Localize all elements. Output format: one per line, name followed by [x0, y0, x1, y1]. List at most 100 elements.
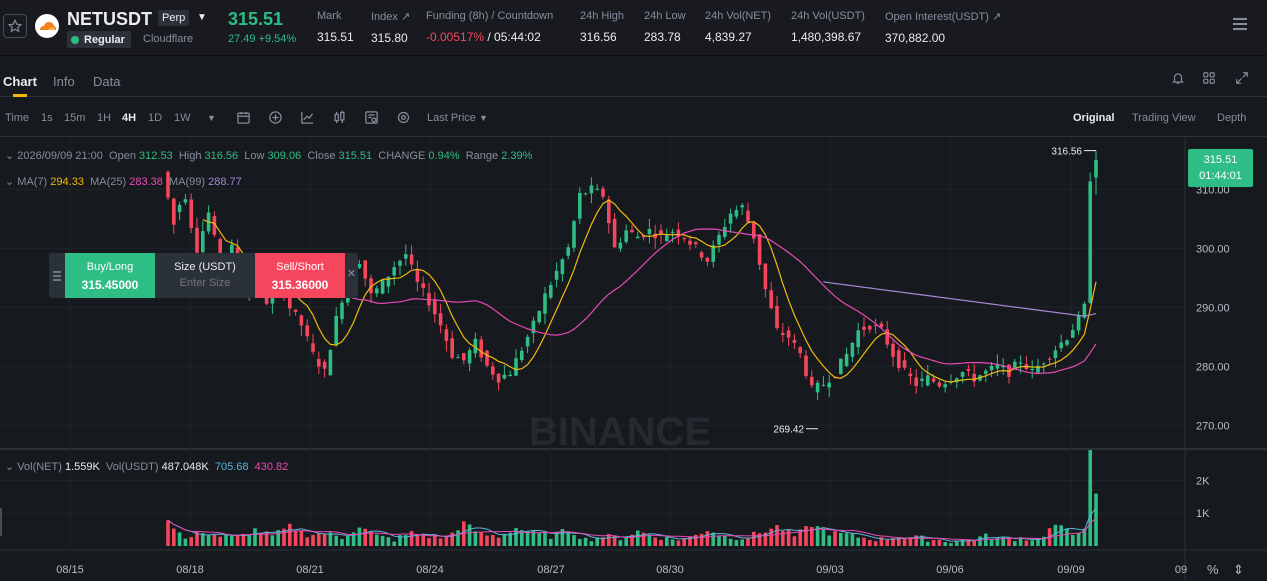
- volume-bar: [485, 535, 489, 546]
- legend-collapse-icon[interactable]: ⌄: [5, 461, 15, 473]
- time-label[interactable]: Time: [5, 112, 30, 124]
- view-original[interactable]: Original: [1073, 112, 1115, 124]
- candlestick-icon[interactable]: [332, 110, 347, 125]
- tab-data[interactable]: Data: [93, 74, 121, 89]
- auto-fit-icon[interactable]: ⇕: [1233, 563, 1244, 578]
- volume-bar: [989, 539, 994, 546]
- volume-bar: [189, 537, 193, 546]
- candle-body: [583, 193, 588, 195]
- candle-body: [630, 229, 634, 233]
- interval-4h[interactable]: 4H: [122, 112, 137, 124]
- candle-body: [317, 358, 321, 367]
- active-tab-indicator: [13, 94, 27, 97]
- interval-1w[interactable]: 1W: [174, 112, 191, 124]
- volume-bar: [450, 532, 454, 546]
- volume-bar: [1071, 534, 1075, 546]
- volume-bar: [456, 530, 460, 546]
- volume-bar: [346, 536, 350, 546]
- candle-body: [195, 227, 199, 253]
- interval-15m[interactable]: 15m: [64, 112, 86, 124]
- candlestick-chart[interactable]: BINANCE 08/15 08/18 08/21 08/24 08/27 08/30 09…: [0, 138, 1267, 581]
- favorite-button[interactable]: [3, 14, 27, 38]
- candle-body: [299, 315, 304, 326]
- candle-body: [908, 373, 913, 377]
- price-type-label: Last Price: [427, 112, 476, 124]
- volume-bar: [647, 534, 652, 546]
- candle-body: [560, 259, 565, 275]
- watermark-text: BINANCE: [529, 410, 711, 454]
- interval-dropdown-icon[interactable]: ▼: [207, 113, 216, 123]
- volume-bar: [908, 537, 913, 546]
- vol-usdt-value: 487.048K: [161, 461, 209, 473]
- volume-bar: [955, 540, 959, 546]
- volume-bar: [630, 534, 634, 546]
- ma25-value: 283.38: [129, 176, 163, 188]
- legend-collapse-icon[interactable]: ⌄: [5, 150, 15, 162]
- volume-bar: [1001, 537, 1005, 546]
- line-chart-icon[interactable]: [300, 110, 315, 125]
- volume-bar: [543, 532, 547, 546]
- close-label: Close: [307, 150, 336, 162]
- candle-body: [746, 210, 750, 223]
- size-input[interactable]: [165, 277, 245, 289]
- candle-body: [717, 234, 721, 245]
- calendar-icon[interactable]: [236, 110, 251, 125]
- chart-tabs: Chart Info Data: [0, 57, 1267, 97]
- settings-gear-icon[interactable]: [396, 110, 411, 125]
- change-value: 0.94%: [428, 150, 460, 162]
- candle-body: [438, 313, 443, 326]
- candle-body: [815, 382, 820, 393]
- stat-index[interactable]: Index ↗ 315.80: [371, 10, 410, 45]
- stat-mark: Mark 315.51: [317, 10, 354, 44]
- volume-bar: [897, 537, 901, 546]
- indicator-add-icon[interactable]: [268, 110, 283, 125]
- volume-bar: [583, 537, 588, 546]
- tab-info[interactable]: Info: [53, 74, 75, 89]
- volume-bar: [311, 534, 315, 546]
- volume-bar: [902, 537, 907, 546]
- candle-body: [914, 377, 918, 386]
- volume-bar: [1024, 540, 1029, 546]
- candle-body: [1030, 368, 1034, 370]
- percent-scale-icon[interactable]: %: [1207, 562, 1219, 577]
- stat-value: 1,480,398.67: [791, 30, 862, 44]
- price-type-select[interactable]: Last Price ▼: [427, 112, 488, 124]
- price-tick-label: 270.00: [1196, 420, 1230, 432]
- sell-short-button[interactable]: Sell/Short 315.36000: [255, 253, 345, 298]
- volume-bar: [531, 530, 536, 546]
- volume-bar: [1030, 540, 1034, 546]
- interval-1d[interactable]: 1D: [148, 112, 163, 124]
- drag-handle-icon[interactable]: [49, 253, 65, 298]
- volume-bar: [891, 538, 895, 546]
- symbol-name[interactable]: NETUSDT: [67, 9, 152, 29]
- candle-body: [694, 242, 698, 245]
- interval-1h[interactable]: 1H: [97, 112, 112, 124]
- interval-1s[interactable]: 1s: [41, 112, 53, 124]
- fullscreen-icon[interactable]: [1235, 71, 1249, 85]
- candle-body: [520, 350, 524, 361]
- candle-body: [514, 358, 518, 376]
- volume-bar: [375, 534, 379, 546]
- buy-long-button[interactable]: Buy/Long 315.45000: [65, 253, 155, 298]
- candle-body: [723, 227, 727, 237]
- menu-icon[interactable]: [1233, 18, 1247, 30]
- view-trading-view[interactable]: Trading View: [1132, 112, 1196, 124]
- stat-open-interest[interactable]: Open Interest(USDT) ↗ 370,882.00: [885, 10, 1001, 45]
- volume-bar: [514, 528, 518, 546]
- template-settings-icon[interactable]: [364, 110, 379, 125]
- bell-icon[interactable]: [1171, 71, 1185, 85]
- tab-chart[interactable]: Chart: [3, 74, 37, 89]
- candle-body: [937, 382, 942, 387]
- view-depth[interactable]: Depth: [1217, 112, 1247, 124]
- legend-collapse-icon[interactable]: ⌄: [5, 176, 15, 188]
- grid-layout-icon[interactable]: [1202, 71, 1216, 85]
- candle-body: [636, 236, 640, 239]
- volume-bar: [259, 533, 263, 546]
- volume-bar: [885, 539, 889, 546]
- company-name: Cloudflare: [143, 33, 194, 45]
- close-icon[interactable]: ✕: [346, 268, 357, 280]
- time-tick-label: 09: [1175, 564, 1187, 576]
- volume-bar: [734, 540, 739, 546]
- volume-bar: [270, 535, 275, 546]
- symbol-dropdown-icon[interactable]: ▼: [197, 12, 207, 23]
